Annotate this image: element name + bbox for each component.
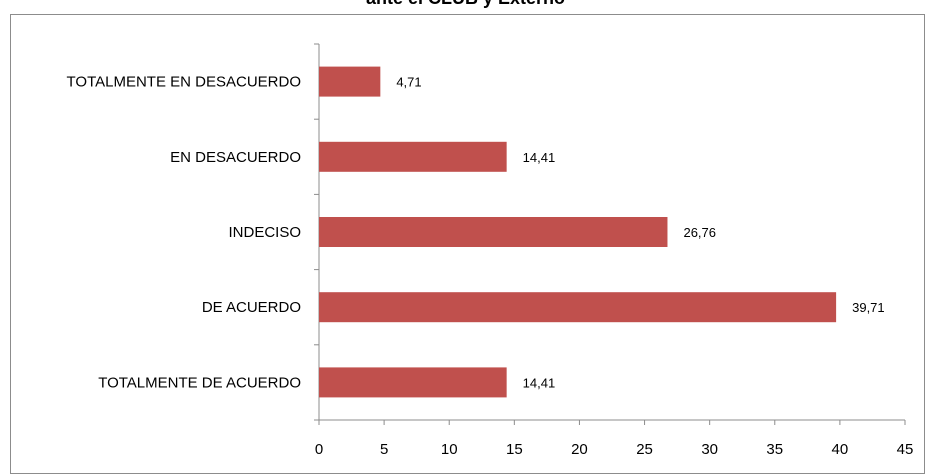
bar <box>319 66 381 97</box>
bar <box>319 141 507 172</box>
x-tick-label: 10 <box>441 441 458 458</box>
data-label: 39,71 <box>852 300 885 315</box>
x-tick-label: 30 <box>701 441 718 458</box>
x-tick-label: 25 <box>636 441 653 458</box>
data-label: 14,41 <box>523 375 556 390</box>
bar <box>319 367 507 398</box>
x-tick-label: 20 <box>571 441 588 458</box>
category-label: EN DESACUERDO <box>170 149 301 166</box>
bar <box>319 292 837 323</box>
data-label: 26,76 <box>683 225 716 240</box>
x-tick-label: 45 <box>897 441 914 458</box>
x-tick-label: 40 <box>832 441 849 458</box>
bar <box>319 217 668 247</box>
x-tick-label: 0 <box>315 441 323 458</box>
data-label: 4,71 <box>396 75 421 90</box>
x-tick-label: 15 <box>506 441 523 458</box>
category-label: TOTALMENTE EN DESACUERDO <box>67 74 301 91</box>
x-tick-label: 5 <box>380 441 388 458</box>
category-label: TOTALMENTE DE ACUERDO <box>98 374 301 391</box>
x-tick-label: 35 <box>766 441 783 458</box>
chart-title: ante el CLUB y Externo <box>0 0 931 9</box>
category-label: INDECISO <box>228 224 301 241</box>
data-label: 14,41 <box>523 150 556 165</box>
category-label: DE ACUERDO <box>202 299 301 316</box>
